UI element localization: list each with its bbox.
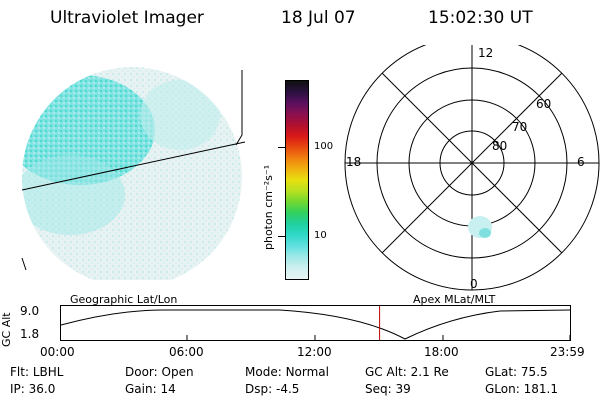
info-label: Flt: [10,365,29,379]
polar-label-0: 0 [470,277,478,291]
polar-emission-core [479,228,491,238]
timeline-ytick-top: 9.0 [20,304,40,318]
colorbar-tick-100 [278,147,285,148]
polar-label-6: 6 [577,155,585,169]
timeline-left-label: Geographic Lat/Lon [70,293,178,306]
info-label: Dsp: [245,382,273,396]
limb-arc [235,70,243,146]
info-label: Mode: [245,365,282,379]
info-value: 39 [395,382,411,396]
info-gcalt: GC Alt: 2.1 Re [365,365,449,379]
info-value: 75.5 [520,365,548,379]
uv-image-panel [21,67,246,280]
timeline-plot [60,305,571,341]
info-glat: GLat: 75.5 [485,365,548,379]
timeline-xtick-1: 06:00 [169,345,204,359]
limb-arc-lower [21,257,27,271]
info-label: Door: [125,365,158,379]
colorbar [285,80,309,280]
info-value: 181.1 [523,382,558,396]
info-value: 14 [160,382,176,396]
polar-plot [344,45,600,291]
info-mode: Mode: Normal [245,365,329,379]
colorbar-tick-10 [278,236,285,237]
polar-lat-80: 80 [492,139,508,153]
uv-disk [22,67,242,280]
info-gain: Gain: 14 [125,382,176,396]
polar-diagonal-2 [381,72,563,254]
terminator-line [21,141,246,191]
timeline-xtick-4: 23:59 [550,345,585,359]
info-label: Seq: [365,382,392,396]
instrument-title: Ultraviolet Imager [50,8,204,28]
timeline-right-label: Apex MLat/MLT [413,293,496,306]
timeline-xtick-2: 12:00 [297,345,332,359]
timeline-altitude-curve [60,309,571,340]
info-value: LBHL [32,365,64,379]
timeline-xtick-3: 18:00 [424,345,459,359]
info-label: GC Alt: [365,365,407,379]
info-dsp: Dsp: -4.5 [245,382,299,396]
timeline-ytick-bottom: 1.8 [20,327,40,341]
colorbar-unit: photon cm⁻²s⁻¹ [262,164,275,250]
info-label: GLat: [485,365,518,379]
info-value: 2.1 Re [410,365,449,379]
info-door: Door: Open [125,365,194,379]
info-seq: Seq: 39 [365,382,411,396]
info-value: Open [161,365,194,379]
info-glon: GLon: 181.1 [485,382,558,396]
timeline-axis-title: GC Alt [0,312,13,347]
time-label: 15:02:30 UT [428,8,533,28]
polar-lat-70: 70 [512,120,528,134]
info-value: 36.0 [28,382,56,396]
info-label: Gain: [125,382,157,396]
polar-label-18: 18 [346,155,362,169]
info-label: GLon: [485,382,520,396]
polar-label-12: 12 [478,46,494,60]
date-label: 18 Jul 07 [281,8,356,28]
polar-lat-60: 60 [536,97,552,111]
info-value: Normal [285,365,329,379]
info-value: -4.5 [275,382,300,396]
info-flt: Flt: LBHL [10,365,63,379]
colorbar-label-10: 10 [314,230,327,241]
info-ip: IP: 36.0 [10,382,55,396]
timeline-xtick-0: 00:00 [40,345,75,359]
info-label: IP: [10,382,25,396]
colorbar-label-100: 100 [314,141,334,152]
